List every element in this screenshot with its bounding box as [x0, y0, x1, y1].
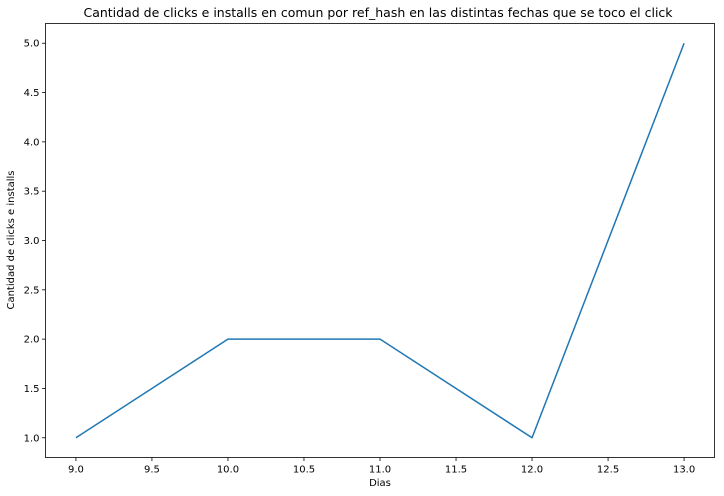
series-line [75, 42, 685, 439]
y-tick-label: 3.0 [24, 236, 40, 247]
y-tick-label: 1.0 [24, 433, 40, 444]
x-tick-label: 9.5 [144, 465, 160, 476]
y-tick-label: 5.0 [24, 39, 40, 50]
y-tick-label: 4.5 [24, 88, 40, 99]
x-tick-label: 12.0 [521, 465, 543, 476]
x-tick-label: 10.5 [293, 465, 315, 476]
x-tick-label: 10.0 [217, 465, 239, 476]
y-tick-label: 1.5 [24, 384, 40, 395]
x-tick-label: 12.5 [597, 465, 619, 476]
y-tick-label: 2.0 [24, 335, 40, 346]
x-tick-label: 11.5 [445, 465, 467, 476]
x-axis: 9.0 9.5 10.0 10.5 11.0 11.5 12.0 12.5 13.0 [68, 457, 695, 476]
y-axis: 1.0 1.5 2.0 2.5 3.0 3.5 4.0 4.5 5.0 [24, 39, 46, 444]
y-tick-label: 2.5 [24, 285, 40, 296]
plot-area [75, 42, 685, 439]
x-tick-label: 9.0 [68, 465, 84, 476]
chart-title: Cantidad de clicks e installs en comun p… [83, 5, 673, 20]
y-axis-label: Cantidad de clicks e installs [6, 170, 17, 309]
y-tick-label: 3.5 [24, 187, 40, 198]
x-axis-label: Dias [369, 478, 391, 489]
x-tick-label: 11.0 [369, 465, 391, 476]
y-tick-label: 4.0 [24, 137, 40, 148]
x-tick-label: 13.0 [673, 465, 695, 476]
